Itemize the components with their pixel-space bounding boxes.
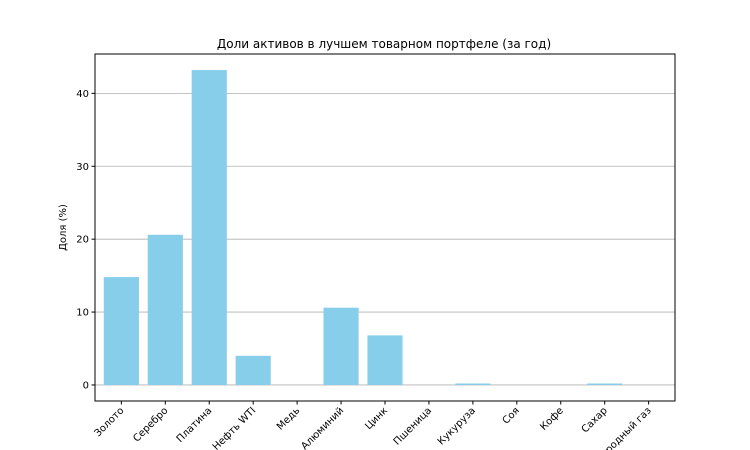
y-axis-label: Доля (%) [58, 204, 69, 251]
y-axis-ticks: 0 10 20 30 40 [76, 89, 95, 391]
x-tick-label: Нефть WTI [211, 405, 258, 450]
bar [455, 383, 491, 385]
x-tick-label: Алюминий [299, 405, 346, 450]
y-tick-label: 30 [76, 162, 89, 173]
bars [103, 70, 623, 385]
y-tick-label: 20 [76, 235, 89, 246]
bar [191, 70, 227, 385]
chart-title: Доли активов в лучшем товарном портфеле … [217, 37, 551, 51]
x-tick-label: Кукуруза [436, 405, 478, 447]
x-tick-label: Медь [275, 405, 302, 432]
bar [367, 335, 403, 385]
x-tick-label: Серебро [131, 405, 170, 444]
y-tick-label: 40 [76, 89, 89, 100]
bar [235, 355, 271, 385]
x-tick-label: Кофе [538, 405, 566, 433]
x-tick-label: Пшеница [392, 405, 434, 447]
y-tick-label: 10 [76, 308, 89, 319]
x-tick-label: Платина [175, 405, 215, 445]
bar [587, 383, 623, 385]
y-tick-label: 0 [83, 380, 89, 391]
x-tick-label: Цинк [363, 405, 390, 432]
bar [103, 277, 139, 385]
plot-frame [94, 53, 676, 402]
x-tick-label: Сахар [580, 405, 610, 435]
bar [323, 307, 359, 385]
bar [147, 234, 183, 385]
x-tick-label: Золото [93, 405, 127, 439]
x-tick-label: Соя [501, 405, 522, 426]
